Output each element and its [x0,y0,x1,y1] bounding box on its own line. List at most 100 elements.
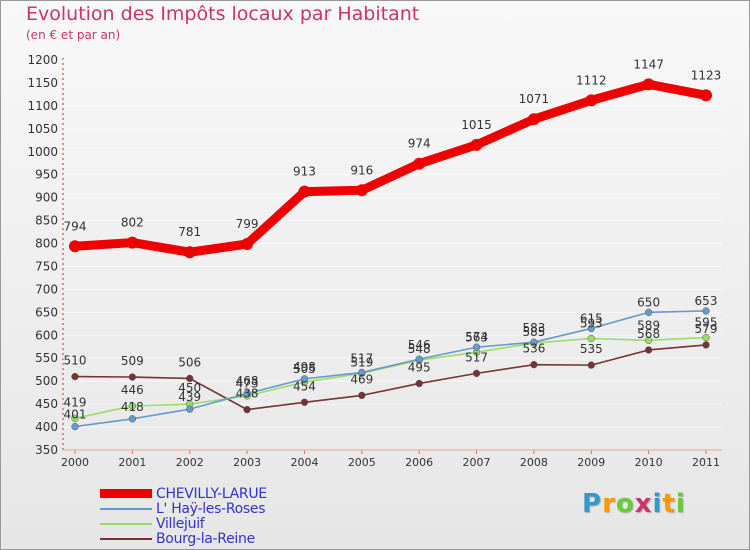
data-label-l-ha-les-roses: 653 [695,294,718,308]
data-label-l-ha-les-roses: 439 [178,390,201,404]
data-label-villejuif: 446 [121,383,144,397]
x-tick-label: 2007 [463,456,491,469]
data-label-chevilly-larue: 1147 [633,57,664,71]
data-point-bourg-la-reine [186,374,194,383]
data-label-villejuif: 450 [178,381,201,395]
data-point-villejuif [128,402,137,410]
logo-letter: i [652,489,663,519]
data-point-bourg-la-reine [300,398,309,406]
y-tick-label: 700 [35,282,58,296]
y-tick-label: 950 [35,168,58,182]
data-label-chevilly-larue: 974 [408,137,431,151]
y-tick-label: 750 [35,259,58,273]
data-label-chevilly-larue: 1015 [461,118,492,132]
x-tick-label: 2009 [577,456,605,469]
data-label-villejuif: 583 [522,321,545,335]
data-point-l-ha-les-roses [472,343,481,351]
y-tick-label: 850 [35,214,58,228]
data-point-bourg-la-reine [587,361,595,369]
data-label-l-ha-les-roses: 650 [637,295,660,309]
data-point-chevilly-larue [298,185,311,198]
x-tick-label: 2008 [520,456,548,469]
data-label-l-ha-les-roses: 615 [580,311,603,325]
y-tick-label: 1050 [27,122,58,136]
data-label-bourg-la-reine: 438 [236,387,259,401]
x-tick-label: 2011 [692,456,720,469]
proxiti-logo: Proxiti [582,489,686,519]
legend-item-bourg-la-reine: Bourg-la-Reine [100,530,255,547]
data-point-bourg-la-reine [644,346,653,354]
data-point-chevilly-larue [585,94,598,107]
data-point-chevilly-larue [413,157,426,170]
data-label-chevilly-larue: 781 [178,225,201,239]
data-point-chevilly-larue [700,89,712,102]
y-tick-label: 1000 [27,145,58,159]
data-label-villejuif: 419 [64,395,87,409]
data-point-l-ha-les-roses [702,307,710,315]
legend-swatch-chevilly-larue [100,489,152,498]
data-label-chevilly-larue: 1071 [519,92,550,106]
data-label-villejuif: 563 [465,330,488,344]
data-label-l-ha-les-roses: 519 [350,355,373,369]
data-label-chevilly-larue: 1123 [691,68,722,82]
data-label-bourg-la-reine: 517 [465,350,488,364]
data-point-l-ha-les-roses [530,338,538,346]
data-point-l-ha-les-roses [587,324,595,333]
data-point-l-ha-les-roses [358,368,366,377]
y-tick-label: 1200 [27,53,58,67]
data-point-l-ha-les-roses [186,405,194,413]
data-label-l-ha-les-roses: 574 [465,330,488,344]
data-label-chevilly-larue: 794 [64,219,87,233]
y-tick-label: 400 [35,420,58,434]
chart-data-labels: 794 802 781 799 913 916 974 1015 1071 1112 1147 112… [64,57,722,421]
legend-label: CHEVILLY-LARUE [156,485,267,502]
data-label-chevilly-larue: 802 [121,216,144,230]
logo-letter: P [582,489,603,519]
legend-swatch-lhay-les-roses [100,507,152,510]
data-point-l-ha-les-roses [415,355,423,363]
y-tick-label: 800 [35,237,58,251]
series-line-bourg-la-reine [74,344,707,411]
legend-swatch-bourg-la-reine [100,537,152,540]
y-tick-label: 1100 [27,99,58,113]
data-point-bourg-la-reine [358,391,366,400]
data-label-villejuif: 468 [236,374,259,388]
series-line-villejuif [74,336,707,420]
logo-letter: i [675,489,686,519]
data-point-bourg-la-reine [472,369,481,378]
y-tick-label: 550 [35,351,58,365]
data-label-villejuif: 546 [408,338,431,352]
y-tick-label: 900 [35,191,58,205]
legend-label: Bourg-la-Reine [156,530,255,547]
series-line-chevilly-larue [70,79,711,257]
data-point-bourg-la-reine [128,373,137,381]
x-tick-label: 2003 [233,456,261,469]
data-point-villejuif [71,414,79,422]
line-chart: 350 400 450 500 550 600 650 700 750 800 850 900 950 1… [27,53,722,469]
data-label-bourg-la-reine: 535 [580,342,603,356]
data-point-chevilly-larue [241,237,254,250]
x-tick-label: 2006 [405,456,433,469]
x-tick-label: 2004 [290,456,318,469]
data-point-bourg-la-reine [415,379,423,388]
chart-title: Evolution des Impôts locaux par Habitant [26,3,420,25]
data-label-bourg-la-reine: 510 [64,354,87,368]
data-label-villejuif: 589 [637,318,660,332]
data-point-bourg-la-reine [702,341,710,349]
x-tick-label: 2000 [61,456,89,469]
data-point-l-ha-les-roses [644,308,653,317]
data-point-l-ha-les-roses [243,389,251,398]
data-label-villejuif: 593 [580,317,603,331]
data-point-chevilly-larue [642,78,655,91]
data-label-l-ha-les-roses: 548 [408,342,431,356]
data-point-villejuif [702,333,710,342]
data-point-bourg-la-reine [71,372,79,381]
data-label-l-ha-les-roses: 585 [522,325,545,339]
data-label-l-ha-les-roses: 473 [236,377,259,391]
data-point-chevilly-larue [470,138,483,151]
data-label-bourg-la-reine: 454 [293,379,316,393]
logo-letter: o [615,489,635,519]
legend-item-villejuif: Villejuif [100,516,205,532]
chart-grid [63,59,722,451]
data-label-l-ha-les-roses: 418 [121,400,144,414]
